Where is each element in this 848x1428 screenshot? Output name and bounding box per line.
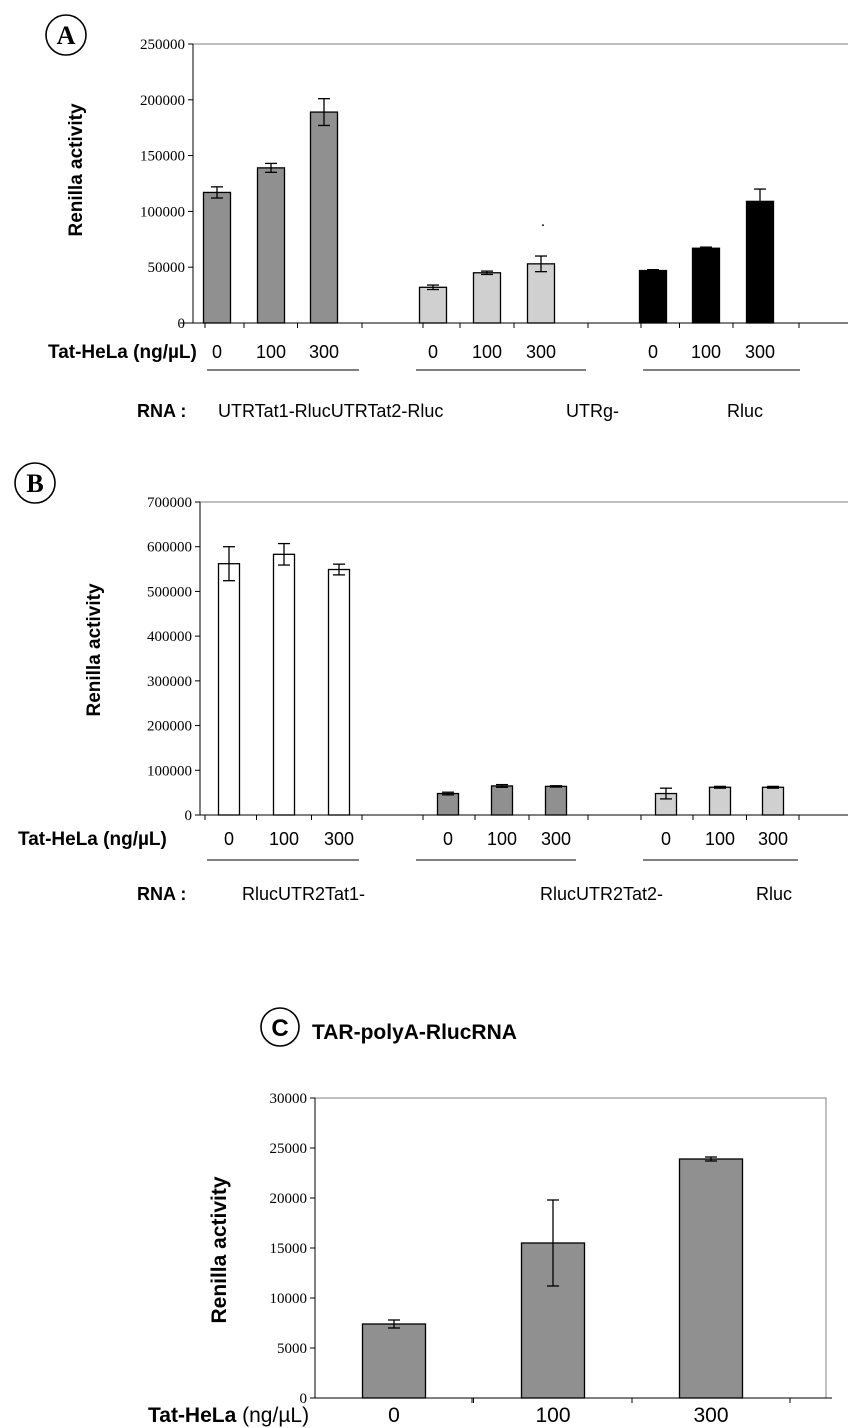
bar xyxy=(526,263,556,324)
y-tick-label: 700000 xyxy=(147,495,192,511)
x-tick-label: 0 xyxy=(224,829,234,849)
panel-a-x-axis-title: Tat-HeLa (ng/µL) xyxy=(48,342,197,363)
y-tick-label: 25000 xyxy=(270,1141,308,1157)
x-tick-label: 300 xyxy=(526,342,556,362)
panel-a-group-name: UTRTat1-RlucUTRTat2-Rluc xyxy=(218,401,443,421)
x-tick-label: 300 xyxy=(309,342,339,362)
y-tick-label: 100000 xyxy=(147,763,192,779)
bar xyxy=(361,1323,427,1399)
y-tick-label: 100000 xyxy=(140,204,185,220)
panel-c: C TAR-polyA-RlucRNA 0 5000 10000 15000 20000… xyxy=(148,1007,832,1427)
panel-b-label-circle xyxy=(14,462,56,504)
panel-a-x-ticks: 0 100 300 0 100 300 0 100 300 xyxy=(204,323,800,362)
bar xyxy=(217,563,241,816)
bar xyxy=(678,1158,744,1399)
x-tick-label: 0 xyxy=(661,829,671,849)
bar xyxy=(436,792,460,816)
panel-c-x-axis-title-unit: (ng/µL) xyxy=(236,1404,309,1427)
panel-a-group-name: Rluc xyxy=(727,401,763,421)
bar xyxy=(418,286,448,324)
y-tick-label: 150000 xyxy=(140,149,185,165)
y-tick-label: 15000 xyxy=(270,1241,308,1257)
y-tick-label: 50000 xyxy=(148,260,186,276)
bar xyxy=(272,553,296,816)
bar xyxy=(309,111,339,324)
panel-c-label: C xyxy=(271,1015,288,1042)
panel-b-label: B xyxy=(26,469,43,498)
bar xyxy=(691,247,721,324)
y-tick-label: 500000 xyxy=(147,584,192,600)
x-tick-label: 300 xyxy=(745,342,775,362)
panel-b-group-name: RlucUTR2Tat1- xyxy=(242,884,365,904)
panel-b-rna-label: RNA : xyxy=(137,884,186,904)
x-tick-label: 100 xyxy=(472,342,502,362)
bar xyxy=(256,167,286,324)
y-tick-label: 20000 xyxy=(270,1191,308,1207)
y-tick-label: 300000 xyxy=(147,674,192,690)
panel-a-label-circle xyxy=(45,14,87,56)
x-tick-label: 300 xyxy=(541,829,571,849)
bar xyxy=(202,191,232,324)
y-tick-label: 400000 xyxy=(147,629,192,645)
x-tick-label: 0 xyxy=(388,1404,400,1427)
panel-b-bars xyxy=(217,542,785,816)
panel-a-y-axis-label: Renilla activity xyxy=(66,103,87,236)
panel-b-x-axis-title: Tat-HeLa (ng/µL) xyxy=(18,829,167,850)
panel-c-x-ticks: 0 100 300 xyxy=(388,1398,791,1427)
panel-b: B 01000002000003000004000005000006000007… xyxy=(14,462,848,904)
panel-a: A 0 50000 100000 150000 200000 250000 0 100 300… xyxy=(45,14,848,421)
x-tick-label: 0 xyxy=(648,342,658,362)
bar xyxy=(472,272,502,324)
x-tick-label: 0 xyxy=(212,342,222,362)
panel-c-bars xyxy=(361,1156,744,1399)
panel-a-bars xyxy=(202,98,775,324)
x-tick-label: 0 xyxy=(428,342,438,362)
y-tick-label: 200000 xyxy=(140,93,185,109)
x-tick-label: 300 xyxy=(693,1404,728,1427)
x-tick-label: 300 xyxy=(324,829,354,849)
x-tick-label: 100 xyxy=(705,829,735,849)
x-tick-label: 0 xyxy=(443,829,453,849)
panel-c-x-axis-title: Tat-HeLa (ng/µL) xyxy=(148,1404,309,1427)
panel-a-label: A xyxy=(57,21,76,50)
bar xyxy=(745,200,775,324)
panel-c-label-circle xyxy=(260,1007,300,1047)
panel-c-y-axis-label: Renilla activity xyxy=(208,1176,231,1323)
y-tick-label: 0 xyxy=(185,808,193,824)
y-tick-label: 10000 xyxy=(270,1291,308,1307)
panel-a-annotation: . xyxy=(541,213,545,230)
panel-a-group-name: UTRg- xyxy=(566,401,619,421)
panel-b-group-name: Rluc xyxy=(756,884,792,904)
panel-c-y-ticks: 0 5000 10000 15000 20000 25000 30000 xyxy=(270,1091,315,1407)
panel-b-y-ticks: 0 100000 200000 300000 400000 500000 600000 700… xyxy=(147,495,200,824)
panel-b-y-axis-label: Renilla activity xyxy=(84,583,105,716)
bar xyxy=(708,786,732,816)
bar xyxy=(638,269,668,324)
bar xyxy=(761,786,785,816)
x-tick-label: 300 xyxy=(758,829,788,849)
panel-b-group-name: RlucUTR2Tat2- xyxy=(540,884,663,904)
bar xyxy=(544,785,568,816)
x-tick-label: 100 xyxy=(487,829,517,849)
bar xyxy=(327,568,351,816)
panel-c-x-axis-title-bold: Tat-HeLa xyxy=(148,1404,237,1427)
panel-a-rna-label: RNA : xyxy=(137,401,186,421)
x-tick-label: 100 xyxy=(535,1404,570,1427)
x-tick-label: 100 xyxy=(691,342,721,362)
y-tick-label: 30000 xyxy=(270,1091,308,1107)
y-tick-label: 600000 xyxy=(147,540,192,556)
x-tick-label: 100 xyxy=(269,829,299,849)
bar xyxy=(490,785,514,816)
y-tick-label: 0 xyxy=(178,316,186,332)
y-tick-label: 5000 xyxy=(277,1341,307,1357)
panel-c-title: TAR-polyA-RlucRNA xyxy=(312,1021,517,1044)
y-tick-label: 200000 xyxy=(147,719,192,735)
x-tick-label: 100 xyxy=(256,342,286,362)
y-tick-label: 250000 xyxy=(140,37,185,53)
y-tick-label: 0 xyxy=(300,1391,308,1407)
panel-b-plot-frame xyxy=(199,501,848,816)
panel-a-y-ticks: 0 50000 100000 150000 200000 250000 xyxy=(140,37,193,332)
panel-b-x-ticks: 0 100 300 0 100 300 0 100 300 xyxy=(204,815,800,849)
